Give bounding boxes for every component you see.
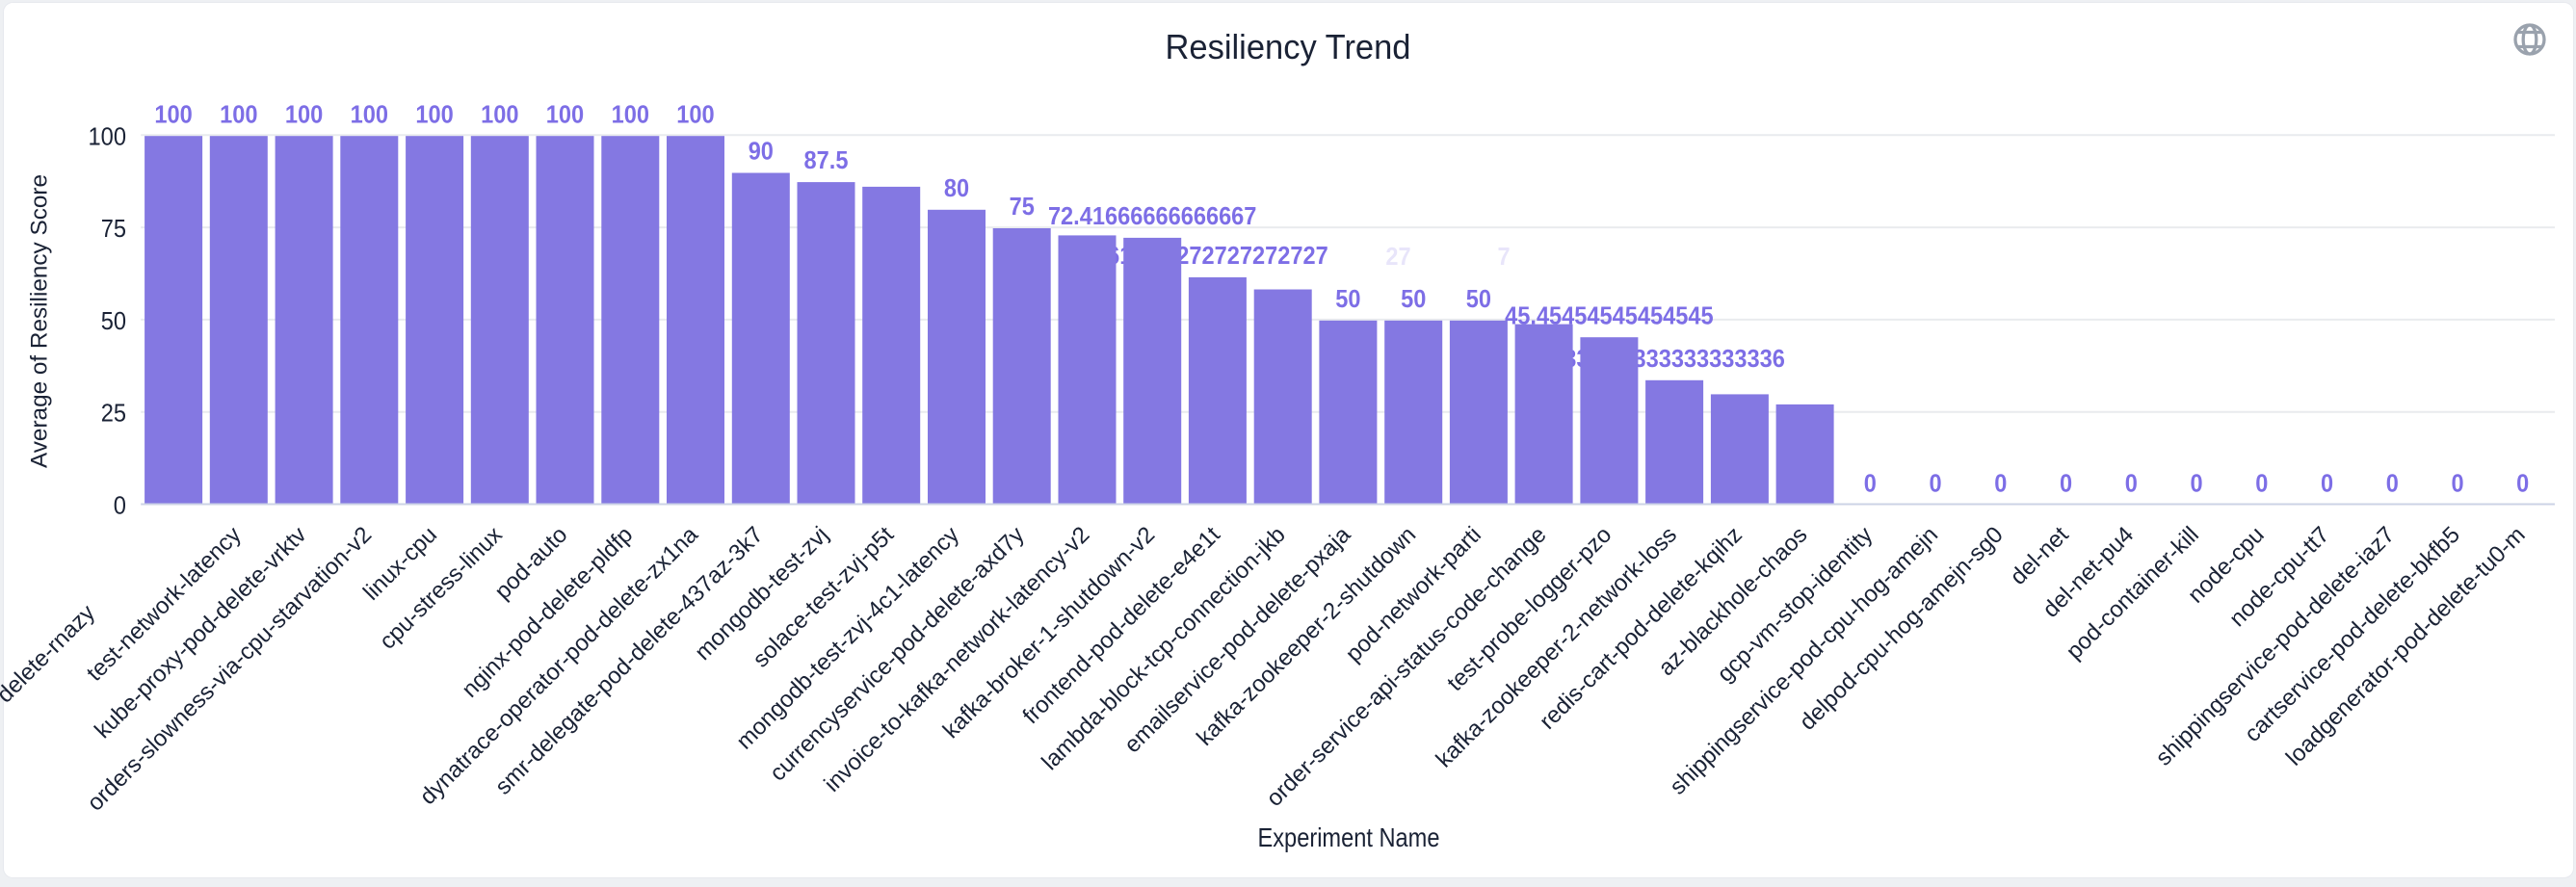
svg-text:0: 0	[2190, 469, 2202, 498]
svg-text:100: 100	[612, 99, 649, 128]
svg-text:75: 75	[1010, 192, 1035, 221]
svg-text:100: 100	[285, 99, 323, 128]
svg-text:50: 50	[1401, 284, 1426, 313]
svg-text:Experiment Name: Experiment Name	[1258, 822, 1440, 852]
svg-text:100: 100	[676, 99, 714, 128]
svg-text:0: 0	[2451, 469, 2463, 498]
svg-text:0: 0	[2386, 469, 2399, 498]
svg-text:0: 0	[2125, 469, 2138, 498]
svg-text:50: 50	[1335, 284, 1360, 313]
svg-text:7: 7	[1497, 242, 1510, 271]
svg-text:90: 90	[749, 137, 774, 166]
svg-text:Resiliency Trend: Resiliency Trend	[1166, 27, 1411, 66]
svg-text:0: 0	[2060, 469, 2072, 498]
svg-text:0: 0	[114, 491, 126, 520]
svg-text:0: 0	[1864, 469, 1877, 498]
svg-text:0: 0	[2321, 469, 2333, 498]
svg-text:100: 100	[89, 121, 127, 150]
svg-text:75: 75	[101, 214, 126, 243]
svg-text:Average of Resiliency Score: Average of Resiliency Score	[27, 174, 53, 468]
svg-text:25: 25	[101, 399, 126, 428]
svg-text:100: 100	[220, 99, 257, 128]
svg-text:27: 27	[1385, 242, 1410, 271]
svg-text:0: 0	[2516, 469, 2529, 498]
svg-text:100: 100	[481, 99, 518, 128]
svg-text:100: 100	[154, 99, 192, 128]
svg-text:0: 0	[1994, 469, 2007, 498]
svg-text:72.41666666666667: 72.41666666666667	[1048, 201, 1257, 230]
svg-text:0: 0	[2255, 469, 2268, 498]
svg-text:100: 100	[351, 99, 388, 128]
svg-text:100: 100	[415, 99, 453, 128]
svg-text:80: 80	[944, 173, 969, 202]
svg-text:100: 100	[546, 99, 584, 128]
svg-text:50: 50	[101, 306, 126, 335]
svg-text:50: 50	[1466, 284, 1491, 313]
svg-text:87.5: 87.5	[804, 145, 849, 174]
svg-text:0: 0	[1930, 469, 1942, 498]
